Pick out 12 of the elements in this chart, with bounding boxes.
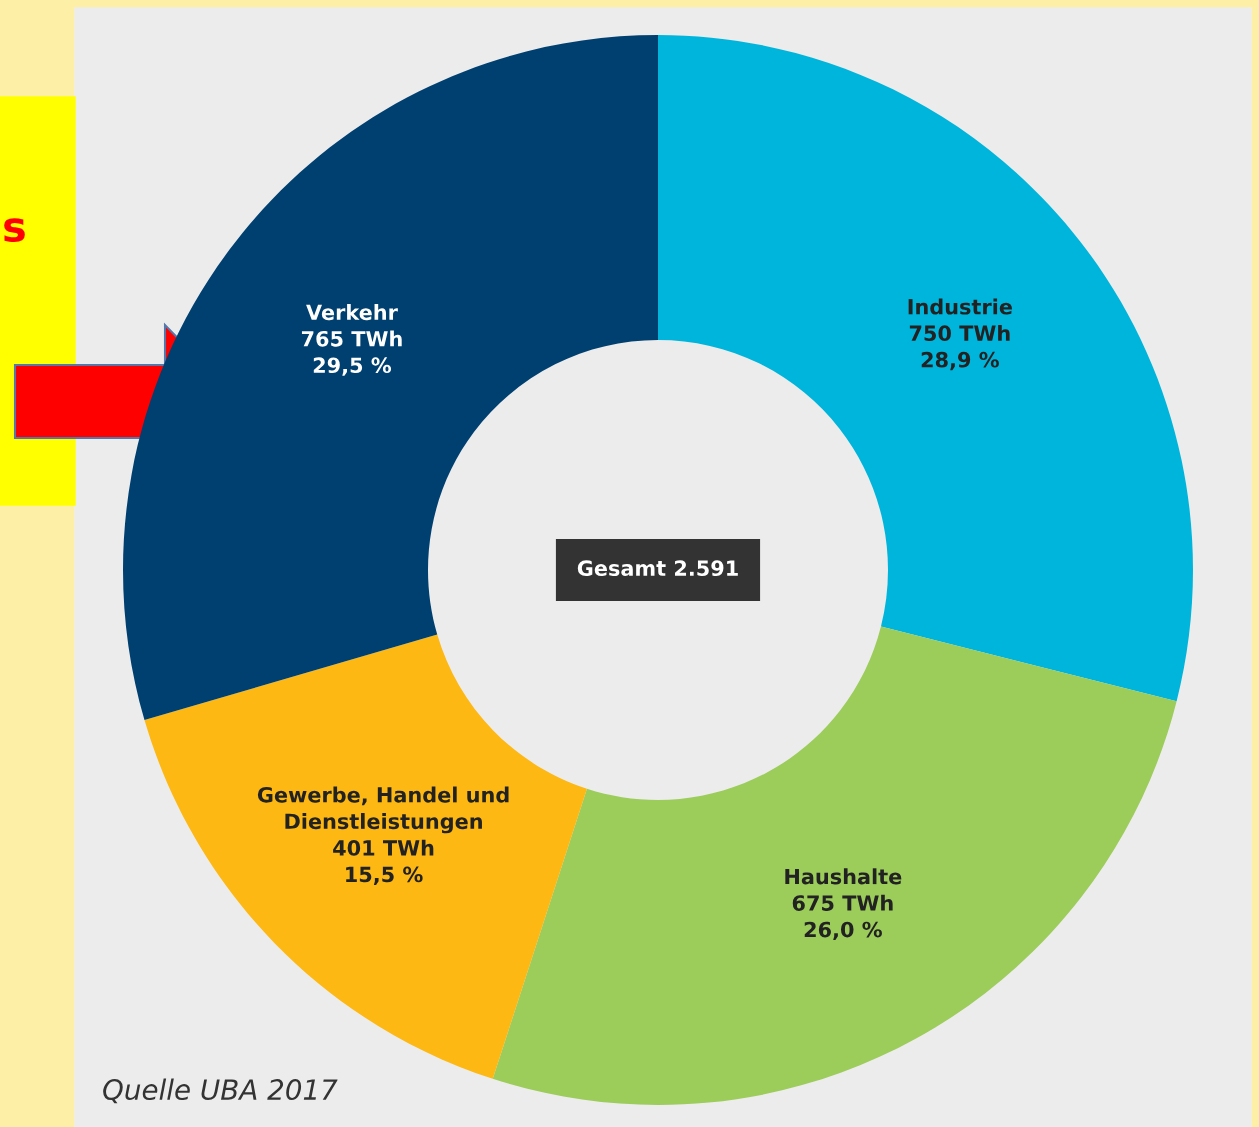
slice-label: Gewerbe, Handel und Dienstleistungen (257, 786, 509, 834)
slice-label: Haushalte (785, 868, 902, 885)
slice-label: Industrie (908, 298, 1012, 315)
text: s (4, 218, 25, 243)
data-label: 765 TWh 29,5 % (301, 330, 402, 376)
text: Gesamt 2.591 (577, 560, 738, 577)
slice-label: Verkehr (306, 304, 398, 321)
data-label: 675 TWh 26,0 % (792, 894, 893, 941)
data-label: 401 TWh 15,5 % (333, 839, 434, 885)
donut-slice (144, 634, 587, 1079)
source-note: Quelle UBA 2017 (103, 1078, 338, 1104)
data-label: 750 TWh 28,9 % (909, 324, 1010, 371)
